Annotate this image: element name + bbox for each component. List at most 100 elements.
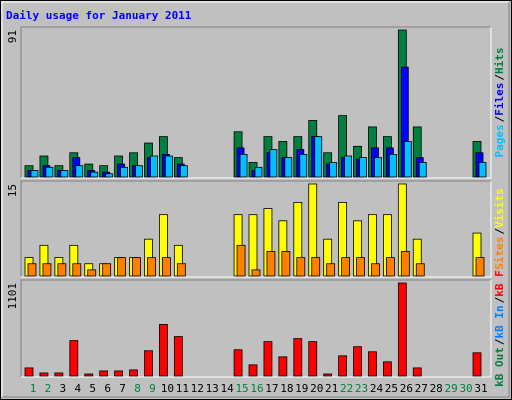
- bar: [84, 373, 94, 377]
- legend-entry: Visits: [493, 188, 506, 228]
- bar: [314, 136, 323, 178]
- bar: [75, 165, 84, 178]
- bar: [374, 157, 382, 178]
- bar: [120, 166, 128, 178]
- bar: [281, 251, 291, 277]
- bar: [39, 372, 49, 377]
- bar: [176, 263, 186, 277]
- bar: [412, 367, 422, 377]
- bar: [69, 340, 79, 377]
- x-tick-label: 23: [355, 382, 368, 395]
- legend-entry: Files: [493, 83, 506, 116]
- bar: [87, 269, 97, 277]
- x-tick-label: 21: [325, 382, 338, 395]
- bar: [400, 251, 410, 277]
- bar: [45, 166, 54, 178]
- bar: [263, 341, 273, 377]
- x-tick-label: 26: [400, 382, 413, 395]
- x-tick-label: 31: [474, 382, 487, 395]
- legend-entry: kB Out: [493, 347, 506, 387]
- bar: [368, 351, 377, 377]
- legend-entry: Sites: [493, 237, 506, 270]
- bar: [415, 263, 425, 277]
- x-tick-label: 2: [45, 382, 52, 395]
- x-tick-label: 22: [340, 382, 353, 395]
- bar: [359, 157, 367, 178]
- chart-title: Daily usage for January 2011: [6, 9, 192, 22]
- x-tick-label: 8: [134, 382, 141, 395]
- bar: [371, 263, 380, 277]
- x-tick-label: 15: [235, 382, 248, 395]
- bar: [341, 257, 351, 277]
- y-tick-label: 1101: [6, 283, 19, 310]
- bar: [72, 263, 82, 277]
- bar: [233, 349, 243, 377]
- x-tick-label: 7: [119, 382, 126, 395]
- x-tick-label: 11: [176, 382, 189, 395]
- bar: [308, 341, 318, 377]
- bar: [60, 170, 69, 178]
- bar: [284, 157, 293, 178]
- x-tick-label: 18: [280, 382, 293, 395]
- legend: Pages/Files/Hits: [493, 48, 506, 158]
- bar: [397, 282, 407, 377]
- bar: [150, 155, 158, 178]
- bar: [356, 257, 365, 277]
- bar: [114, 370, 123, 377]
- panel: [21, 27, 491, 178]
- legend-entry: kB In: [493, 305, 506, 338]
- x-tick-label: 5: [89, 382, 96, 395]
- bar: [132, 257, 141, 277]
- legend: kB Out/kB In/kB F: [493, 270, 506, 387]
- bar: [173, 336, 183, 377]
- x-tick-label: 29: [445, 382, 458, 395]
- bar: [269, 149, 278, 178]
- legend-entry: Hits: [493, 48, 506, 75]
- x-tick-label: 17: [265, 382, 278, 395]
- bar: [326, 263, 336, 277]
- bar: [251, 269, 261, 277]
- bar: [382, 361, 392, 377]
- bar: [311, 257, 321, 277]
- bar: [323, 373, 333, 377]
- bar: [329, 162, 338, 178]
- x-tick-label: 28: [430, 382, 443, 395]
- panel-bevel: [21, 181, 492, 278]
- bar: [158, 324, 168, 377]
- x-tick-label: 25: [385, 382, 398, 395]
- x-tick-label: 30: [459, 382, 472, 395]
- x-tick-label: 27: [415, 382, 428, 395]
- y-tick-label: 15: [6, 184, 19, 197]
- x-tick-label: 1: [30, 382, 37, 395]
- legend-entry: Pages: [493, 124, 506, 157]
- bar: [353, 346, 362, 377]
- x-tick-label: 4: [74, 382, 81, 395]
- bar: [54, 372, 64, 377]
- x-tick-label: 20: [310, 382, 323, 395]
- legend-separator: /: [493, 338, 506, 345]
- x-tick-label: 19: [295, 382, 308, 395]
- x-tick-label: 9: [149, 382, 156, 395]
- bar: [57, 263, 67, 277]
- bar: [42, 263, 52, 277]
- panel-bevel: [20, 180, 491, 277]
- y-tick-label: 91: [6, 30, 19, 43]
- bar: [144, 350, 153, 377]
- bar: [135, 165, 143, 178]
- x-tick-label: 12: [191, 382, 204, 395]
- bar: [105, 173, 114, 178]
- bar: [27, 263, 37, 277]
- bar: [161, 257, 171, 277]
- bar: [129, 369, 138, 377]
- bar: [296, 257, 306, 277]
- bar: [24, 367, 34, 377]
- bar: [179, 165, 188, 178]
- panel-bevel: [21, 27, 492, 179]
- panel-bevel: [20, 26, 491, 178]
- x-tick-label: 24: [370, 382, 384, 395]
- bar: [266, 251, 276, 277]
- bar: [344, 155, 353, 178]
- x-tick-label: 16: [250, 382, 263, 395]
- bar: [254, 166, 263, 178]
